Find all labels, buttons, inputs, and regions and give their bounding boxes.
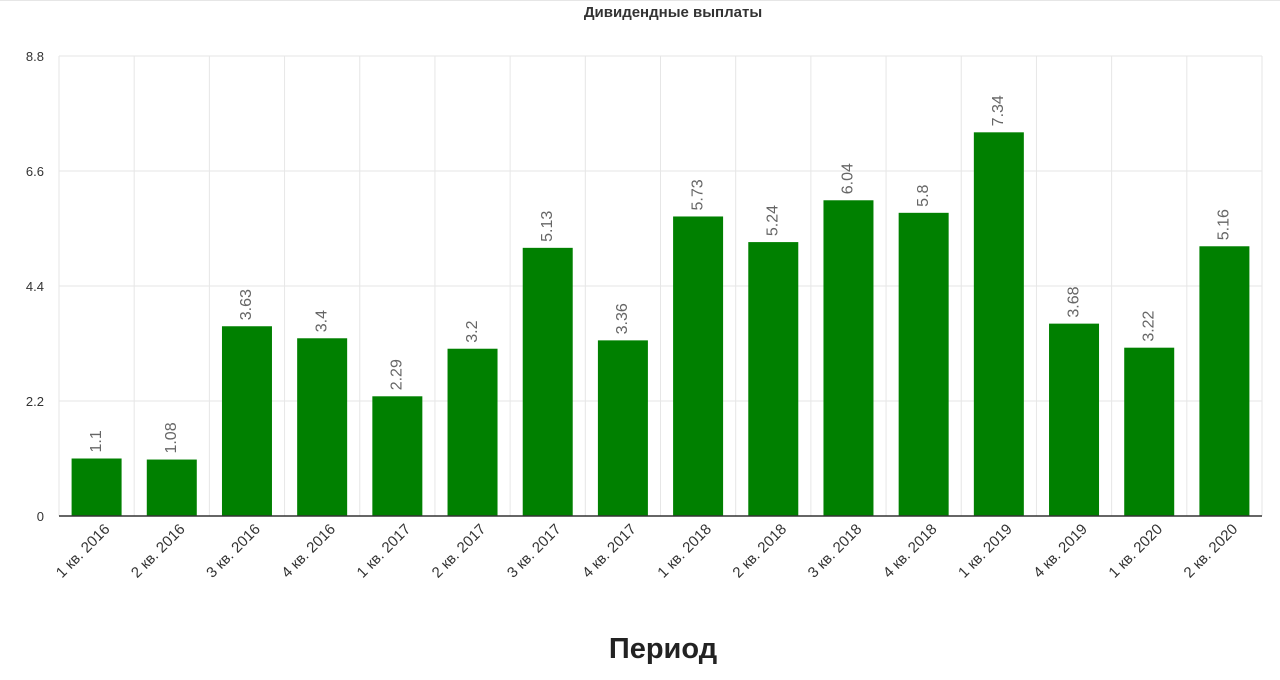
y-tick-label: 0: [37, 509, 44, 524]
bar: [372, 396, 423, 516]
y-tick-label: 2.2: [26, 394, 44, 409]
bar-value-label: 5.8: [915, 184, 932, 206]
bar: [71, 458, 122, 516]
x-tick-label: 4 кв. 2018: [880, 521, 941, 582]
bar-value-label: 3.63: [238, 289, 255, 320]
bar: [823, 200, 874, 517]
bar-value-label: 2.29: [389, 359, 406, 390]
bar-value-label: 1.08: [163, 422, 180, 453]
y-tick-label: 8.8: [26, 49, 44, 64]
bar: [673, 216, 724, 516]
bar: [1199, 246, 1250, 517]
x-tick-label: 2 кв. 2020: [1181, 521, 1242, 582]
bar: [1124, 347, 1175, 516]
y-tick-label: 4.4: [26, 279, 44, 294]
bar-value-labels: 1.1 1.08 3.63 3.4 2.29 3.2 5.13 3.36 5.73 5.24 6.0…: [88, 95, 1233, 453]
bar: [447, 348, 498, 516]
x-tick-label: 4 кв. 2019: [1030, 521, 1091, 582]
x-tick-label: 2 кв. 2017: [429, 521, 490, 582]
x-tick-label: 1 кв. 2020: [1105, 521, 1166, 582]
x-axis-title: Период: [609, 633, 717, 665]
x-tick-label: 1 кв. 2019: [955, 521, 1016, 582]
bar: [748, 242, 799, 516]
bar-value-label: 5.24: [765, 205, 782, 236]
bar-value-label: 5.16: [1216, 209, 1233, 240]
chart-title: Дивидендные выплаты: [584, 4, 762, 21]
x-tick-label: 2 кв. 2018: [729, 521, 790, 582]
x-tick-label: 3 кв. 2017: [504, 521, 565, 582]
x-tick-label: 1 кв. 2017: [354, 521, 415, 582]
x-tick-label: 3 кв. 2018: [805, 521, 866, 582]
bar-value-label: 5.73: [689, 179, 706, 210]
top-divider: [0, 0, 1280, 1]
x-axis-tick-labels: 1 кв. 2016 2 кв. 2016 3 кв. 2016 4 кв. 2016…: [53, 521, 1241, 582]
bars: [71, 132, 1250, 517]
x-tick-label: 4 кв. 2017: [579, 521, 640, 582]
x-tick-label: 4 кв. 2016: [278, 521, 339, 582]
bar: [522, 247, 573, 516]
bar-value-label: 1.1: [88, 430, 105, 452]
bar: [297, 338, 348, 516]
y-axis-tick-labels: 0 2.2 4.4 6.6 8.8: [26, 49, 44, 524]
bar-value-label: 3.4: [313, 310, 330, 332]
bar-value-label: 3.36: [614, 303, 631, 334]
x-tick-label: 1 кв. 2016: [53, 521, 114, 582]
x-tick-label: 3 кв. 2016: [203, 521, 264, 582]
bar: [146, 459, 197, 516]
bar-value-label: 5.13: [539, 211, 556, 242]
bar: [597, 340, 648, 516]
bar-value-label: 7.34: [990, 95, 1007, 126]
gridlines: [58, 55, 1263, 516]
bar-value-label: 3.22: [1140, 310, 1157, 341]
bar-value-label: 6.04: [840, 163, 857, 194]
bar-value-label: 3.68: [1065, 286, 1082, 317]
bar: [898, 212, 949, 516]
bar: [973, 132, 1024, 516]
x-tick-label: 1 кв. 2018: [654, 521, 715, 582]
y-tick-label: 6.6: [26, 164, 44, 179]
bar: [221, 326, 272, 516]
bar-value-label: 3.2: [464, 320, 481, 342]
x-tick-label: 2 кв. 2016: [128, 521, 189, 582]
bar: [1049, 323, 1100, 516]
